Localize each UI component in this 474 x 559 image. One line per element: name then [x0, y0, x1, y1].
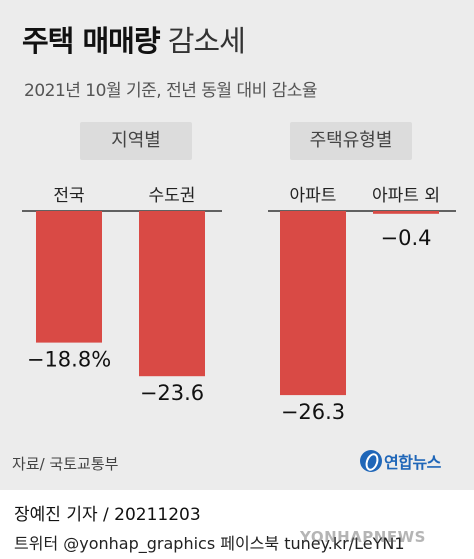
source-note: 자료/ 국토교통부	[12, 455, 119, 473]
group-badge-housing-type: 주택유형별	[290, 122, 412, 160]
bar-g0-c0	[36, 211, 102, 343]
bar-g1-c0	[280, 211, 346, 396]
category-label-g1-c1: 아파트 외	[372, 186, 440, 206]
category-label-g0-c1: 수도권	[149, 186, 196, 206]
title-light: 감소세	[167, 24, 246, 58]
value-label-g0-c0: −18.8%	[27, 348, 111, 372]
yonhap-logo: 연합뉴스	[360, 449, 441, 475]
title-bold: 주택 매매량	[22, 24, 160, 58]
reporter-credit: 장예진 기자 / 20211203	[14, 505, 201, 525]
value-label-g1-c1: −0.4	[381, 226, 432, 250]
yonhap-logo-text: 연합뉴스	[384, 453, 441, 472]
bar-g0-c1	[139, 211, 205, 377]
category-label-g0-c0: 전국	[53, 186, 84, 206]
category-label-g1-c0: 아파트	[290, 186, 337, 206]
value-label-g1-c0: −26.3	[281, 400, 345, 424]
bar-g1-c1	[373, 211, 439, 214]
yonhapnews-watermark: YONHAPNEWS	[300, 528, 426, 546]
value-label-g0-c1: −23.6	[140, 381, 204, 405]
social-links: 트위터 @yonhap_graphics 페이스북 tuney.kr/LeYN1	[14, 534, 405, 553]
chart-subtitle: 2021년 10월 기준, 전년 동월 대비 감소율	[24, 81, 318, 101]
group-badge-region: 지역별	[80, 122, 192, 160]
chart-title: 주택 매매량 감소세	[22, 18, 246, 60]
yonhap-logo-icon	[360, 450, 382, 472]
bar-chart: 전국 −18.8% 수도권 −23.6 아파트 −26.3 아파트 외 −0.4	[22, 186, 456, 424]
